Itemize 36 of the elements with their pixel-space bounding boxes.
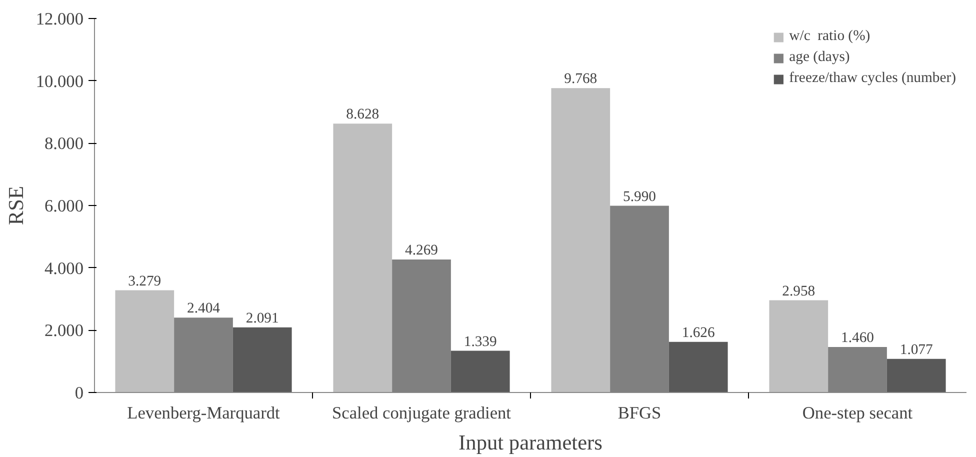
bar — [769, 300, 828, 392]
x-axis-title: Input parameters — [458, 430, 602, 454]
legend-label: age (days) — [789, 49, 850, 66]
y-tick-label: 0 — [74, 384, 84, 402]
legend-label: w/c ratio (%) — [789, 28, 870, 45]
bar — [115, 290, 174, 392]
x-tick-label: BFGS — [618, 404, 662, 422]
data-label: 9.768 — [564, 71, 598, 88]
y-tick-label: 6.000 — [44, 196, 84, 216]
data-label: 4.269 — [405, 242, 438, 258]
y-tick-label: 2.000 — [44, 321, 84, 340]
bar — [232, 327, 292, 392]
y-tick-label: 12.000 — [36, 10, 84, 28]
bar — [668, 342, 728, 392]
y-axis-title: RSE — [4, 186, 28, 226]
y-tick-label: 8.000 — [44, 134, 84, 154]
y-tick-label: 4.000 — [44, 258, 84, 278]
bar — [886, 358, 946, 392]
data-label: 5.990 — [623, 188, 656, 205]
data-label: 1.339 — [464, 334, 497, 350]
y-tick-label: 10.000 — [36, 72, 84, 91]
bar — [551, 88, 610, 392]
data-label: 3.279 — [128, 273, 162, 290]
bar — [450, 350, 510, 392]
x-tick-label: One-step secant — [802, 404, 913, 422]
data-label: 2.091 — [246, 310, 279, 326]
bar — [333, 124, 392, 392]
x-tick-label: Scaled conjugate gradient — [332, 404, 512, 422]
data-label: 8.628 — [346, 106, 380, 123]
data-label: 2.958 — [782, 283, 816, 300]
data-label: 1.460 — [841, 330, 874, 346]
data-label: 1.077 — [900, 342, 933, 358]
data-label: 1.626 — [682, 324, 715, 341]
data-label: 2.404 — [187, 300, 221, 317]
x-tick-label: Levenberg-Marquardt — [127, 404, 280, 422]
legend-label: freeze/thaw cycles (number) — [789, 70, 956, 87]
